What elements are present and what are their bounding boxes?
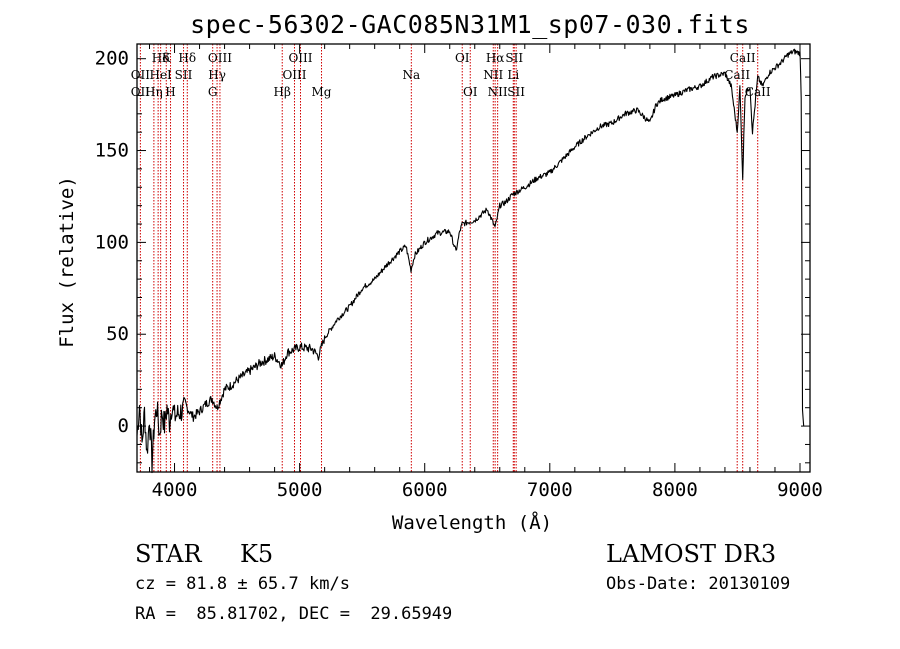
line-marker-label: OIII <box>282 68 306 82</box>
plot-frame <box>136 43 811 473</box>
line-marker-label: Hβ <box>274 85 291 99</box>
x-axis-label: Wavelength (Å) <box>391 512 553 534</box>
line-marker-label: SII <box>505 51 523 65</box>
line-marker-label: Mg <box>312 85 332 99</box>
line-marker-label: OII <box>131 85 151 99</box>
redshift-velocity: cz = 81.8 ± 65.7 km/s <box>135 574 350 594</box>
line-marker-label: Na <box>403 68 421 82</box>
line-marker-label: OIII <box>208 51 232 65</box>
line-marker-label: CaII <box>745 85 771 99</box>
x-tick-label: 7000 <box>527 479 573 501</box>
object-class: STAR <box>135 540 202 568</box>
y-tick-label: 200 <box>95 48 129 70</box>
ra-dec-coordinates: RA = 85.81702, DEC = 29.65949 <box>135 604 453 624</box>
line-marker-label: HeI <box>149 68 172 82</box>
line-marker-label: Hα <box>486 51 505 65</box>
y-tick-label: 150 <box>95 140 129 162</box>
line-marker-label: SII <box>175 68 193 82</box>
x-tick-label: 8000 <box>652 479 698 501</box>
line-marker-label: OI <box>463 85 478 99</box>
line-marker-label: K <box>162 51 172 65</box>
observation-date: Obs-Date: 20130109 <box>606 574 791 594</box>
line-marker-label: G <box>208 85 218 99</box>
line-marker-label: CaII <box>724 68 750 82</box>
line-marker-label: OI <box>455 51 470 65</box>
line-marker-label: H <box>165 85 175 99</box>
x-tick-label: 4000 <box>152 479 198 501</box>
line-marker-label: Li <box>507 68 519 82</box>
line-marker-label: OII <box>131 68 151 82</box>
x-tick-label: 6000 <box>402 479 448 501</box>
survey-name: LAMOST DR3 <box>606 540 777 568</box>
y-axis-label: Flux (relative) <box>56 176 78 348</box>
line-marker-label: Hη <box>145 85 163 99</box>
y-tick-label: 50 <box>106 323 129 345</box>
x-tick-label: 5000 <box>277 479 323 501</box>
line-marker-label: OIII <box>288 51 312 65</box>
line-marker-label: NII <box>483 68 503 82</box>
line-marker-label: CaII <box>730 51 756 65</box>
line-marker-label: NII <box>488 85 508 99</box>
chart-title: spec-56302-GAC085N31M1_sp07-030.fits <box>190 10 750 39</box>
x-tick-label: 9000 <box>777 479 823 501</box>
line-marker-label: Hγ <box>208 68 226 82</box>
y-tick-label: 0 <box>118 415 129 437</box>
line-marker-label: SII <box>507 85 525 99</box>
spectrum-series-line <box>136 48 805 474</box>
line-marker-label: Hδ <box>178 51 196 65</box>
y-tick-label: 100 <box>95 231 129 253</box>
object-subclass: K5 <box>240 540 274 568</box>
line-marker-label: Hδ <box>152 51 170 65</box>
